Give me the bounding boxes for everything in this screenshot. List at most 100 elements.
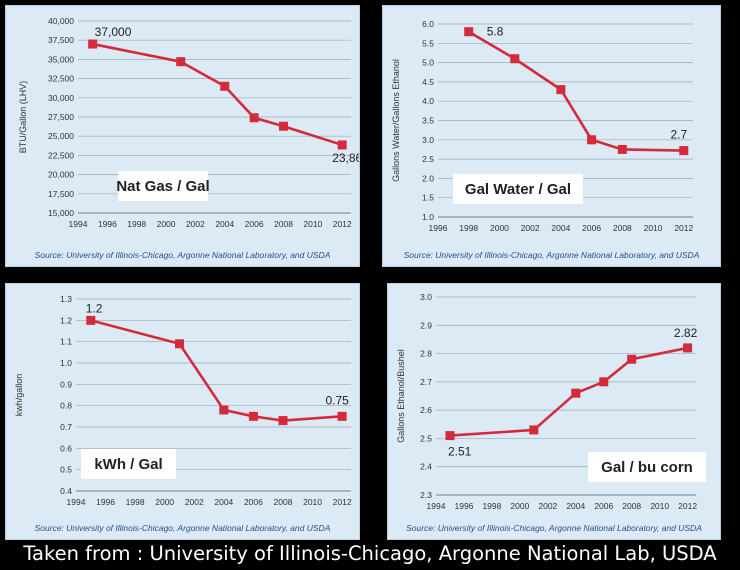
chart-svg-corn: 2.3 2.4 2.5 2.6 2.7 2.8 2.9 3.0 1994 1996 1998 2000…: [396, 292, 706, 511]
y-tick-label: 3.0: [420, 292, 432, 302]
data-point: [599, 377, 609, 387]
y-tick-label: 0.8: [60, 401, 72, 411]
y-tick-label: 1.2: [60, 315, 72, 325]
y-tick-label: 20,000: [48, 170, 74, 180]
data-point: [556, 85, 566, 95]
series-line: [449, 346, 688, 437]
series-line: [92, 42, 343, 147]
y-tick-label: 17,500: [48, 189, 74, 199]
y-tick-label: 1.3: [60, 294, 72, 304]
data-label: 2.51: [448, 445, 472, 459]
data-point: [278, 416, 288, 426]
x-tick-label: 2010: [303, 219, 322, 229]
x-tick-label: 1994: [427, 501, 446, 511]
chart-panel-nat-gas: 15,000 17,500 20,000 22,500 25,000 27,500 30,0…: [5, 5, 360, 267]
data-point: [219, 405, 229, 415]
label-box-text: kWh / Gal: [94, 456, 162, 473]
x-tick-label: 2002: [185, 497, 204, 507]
x-tick-label: 2004: [566, 501, 585, 511]
chart-source: Source: University of Illinois-Chicago, …: [34, 523, 331, 533]
y-tick-label: 32,500: [48, 74, 74, 84]
y-tick-label: 6.0: [422, 19, 434, 29]
x-tick-label: 2000: [510, 501, 529, 511]
x-tick-label: 1996: [96, 497, 115, 507]
data-point: [679, 146, 689, 156]
data-point: [571, 388, 581, 398]
x-tick-label: 2012: [674, 223, 693, 233]
chart-source: Source: University of Illinois-Chicago, …: [406, 523, 702, 533]
data-point: [683, 343, 693, 353]
chart-svg-kwh: 0.4 0.5 0.6 0.7 0.8 0.9 1.0 1.1 1.2 1.3 1994 1996 19…: [14, 294, 352, 507]
series-line: [90, 319, 343, 422]
x-tick-label: 2008: [622, 501, 641, 511]
y-tick-label: 2.8: [420, 349, 432, 359]
x-tick-label: 2010: [644, 223, 663, 233]
x-tick-label: 2000: [490, 223, 509, 233]
label-box-text: Gal / bu corn: [601, 459, 693, 476]
chart-source: Source: University of Illinois-Chicago, …: [34, 250, 331, 260]
data-point: [88, 39, 98, 49]
y-tick-label: 37,500: [48, 35, 74, 45]
y-tick-label: 3.0: [422, 135, 434, 145]
data-point: [176, 57, 186, 67]
data-point: [220, 81, 230, 91]
x-tick-label: 1998: [127, 219, 146, 229]
y-tick-label: 0.6: [60, 443, 72, 453]
x-tick-label: 1998: [482, 501, 501, 511]
x-tick-label: 2002: [186, 219, 205, 229]
y-tick-label: 35,000: [48, 54, 74, 64]
label-box: [588, 452, 706, 482]
x-tick-label: 1996: [429, 223, 448, 233]
y-tick-label: 2.9: [420, 320, 432, 330]
y-axis-title: BTU/Gallon (LHV): [18, 81, 28, 154]
y-tick-label: 27,500: [48, 112, 74, 122]
x-tick-label: 2010: [650, 501, 669, 511]
data-point: [529, 425, 539, 435]
x-tick-label: 2008: [274, 219, 293, 229]
x-tick-label: 2006: [244, 497, 263, 507]
y-tick-label: 5.5: [422, 38, 434, 48]
data-label: 2.7: [670, 128, 687, 142]
x-tick-label: 2012: [678, 501, 697, 511]
data-label: 37,000: [95, 25, 132, 39]
y-tick-label: 0.4: [60, 486, 72, 496]
chart-svg-water: 1.0 1.5 2.0 2.5 3.0 3.5 4.0 4.5 5.0 5.5 6.0 1996 199…: [391, 19, 694, 233]
chart-panel-water: 1.0 1.5 2.0 2.5 3.0 3.5 4.0 4.5 5.0 5.5 6.0 1996 199…: [382, 5, 721, 267]
data-point: [248, 411, 258, 421]
x-tick-label: 2006: [594, 501, 613, 511]
y-tick-label: 0.7: [60, 422, 72, 432]
x-tick-label: 2006: [245, 219, 264, 229]
label-box: [81, 449, 176, 479]
y-tick-label: 2.0: [422, 173, 434, 183]
y-tick-label: 1.1: [60, 337, 72, 347]
data-point: [278, 121, 288, 131]
data-point: [587, 135, 597, 145]
y-tick-label: 0.5: [60, 465, 72, 475]
y-axis-title: Gallons Water/Gallons Ethanol: [391, 59, 401, 182]
data-label: 2.82: [674, 326, 698, 340]
label-box: [118, 171, 208, 201]
x-tick-label: 1996: [454, 501, 473, 511]
x-tick-label: 2012: [333, 497, 352, 507]
x-tick-label: 2004: [214, 497, 233, 507]
data-point: [86, 315, 96, 325]
x-tick-label: 1994: [69, 219, 88, 229]
x-tick-label: 2006: [582, 223, 601, 233]
x-tick-label: 2010: [303, 497, 322, 507]
y-tick-label: 2.5: [420, 433, 432, 443]
series-line: [468, 30, 684, 152]
x-tick-label: 2004: [551, 223, 570, 233]
x-tick-label: 2002: [521, 223, 540, 233]
data-point: [627, 354, 637, 364]
y-axis-title: kwh/gallon: [14, 374, 24, 417]
chart-panel-corn: 2.3 2.4 2.5 2.6 2.7 2.8 2.9 3.0 1994 1996 1998 2000…: [387, 283, 721, 540]
x-tick-label: 2012: [333, 219, 352, 229]
y-tick-label: 25,000: [48, 131, 74, 141]
y-tick-label: 1.5: [422, 193, 434, 203]
x-tick-label: 2008: [274, 497, 293, 507]
data-label: 5.8: [487, 25, 504, 39]
y-tick-label: 0.9: [60, 379, 72, 389]
y-axis-title: Gallons Ethanol/Bushel: [396, 349, 406, 443]
chart-source: Source: University of Illinois-Chicago, …: [403, 250, 700, 260]
label-box-text: Nat Gas / Gal: [116, 178, 209, 195]
